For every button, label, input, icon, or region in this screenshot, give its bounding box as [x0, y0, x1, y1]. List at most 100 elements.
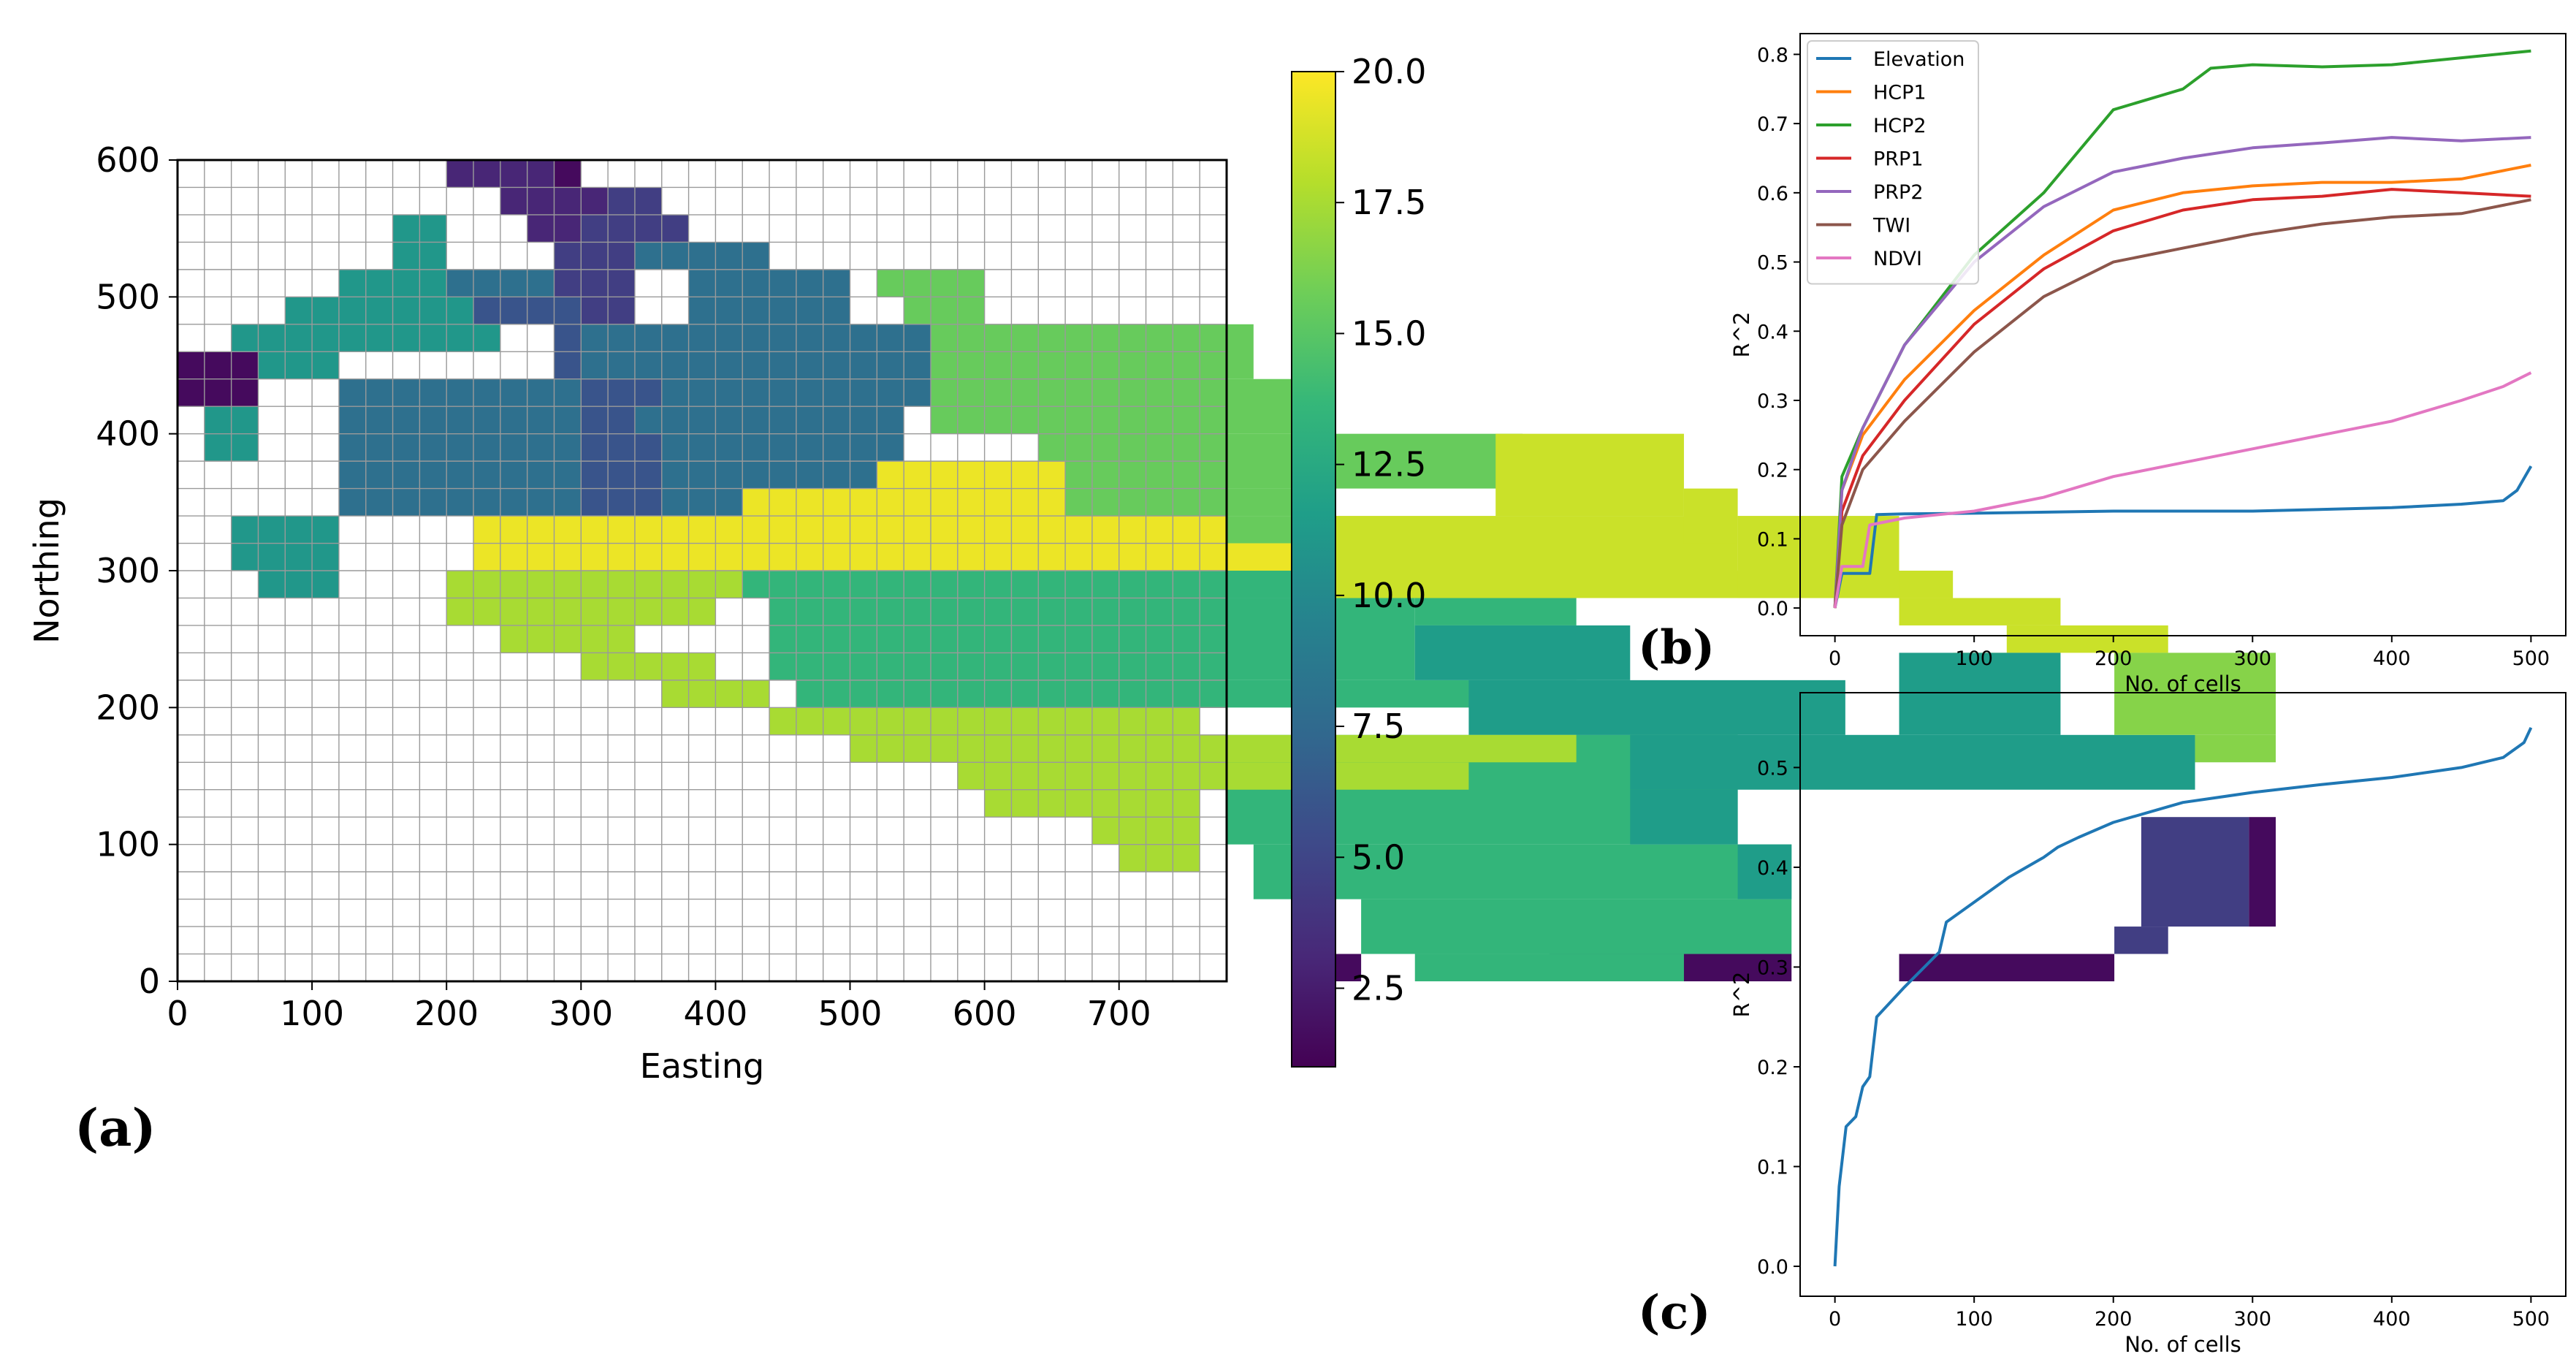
plot-c-ticks: 0 100 200 300 400 500 0.0 0.1 0.2 0.3 0.4 0.5	[1757, 757, 2550, 1331]
heatmap-cell-block-10-0	[1414, 625, 1631, 680]
x-tick-label: 300	[2233, 647, 2271, 670]
heatmap-cell-block-3-4	[258, 351, 339, 379]
legend-entry: NDVI	[1873, 248, 1922, 270]
y-tick-label: 0.3	[1757, 956, 1788, 979]
heatmap-cell-block-5-4	[338, 378, 582, 517]
panel-c-line-chart: 0 100 200 300 400 500 0.0 0.1 0.2 0.3 0.4 0.5 No. o…	[1638, 692, 2567, 1357]
heatmap-cell-block-9-7	[1361, 899, 1792, 954]
x-tick-label: 500	[818, 994, 883, 1033]
series-line-elevation	[1833, 465, 2533, 609]
heatmap-cell-block-1-4	[1899, 954, 2115, 981]
y-tick-label: 300	[96, 551, 160, 590]
series-line-hcp1	[1833, 164, 2531, 609]
legend-entry: TWI	[1872, 215, 1910, 237]
plot-c-x-axis-label: No. of cells	[2125, 1332, 2241, 1357]
y-tick-label: 0.8	[1757, 44, 1788, 66]
x-tick-label: 200	[2095, 647, 2133, 670]
legend-entry: PRP1	[1873, 148, 1924, 171]
x-tick-label: 100	[1955, 647, 1993, 670]
colorbar-tick-label: 10.0	[1352, 576, 1426, 615]
plot-c-y-axis-label: R^2	[1729, 972, 1754, 1018]
y-tick-label: 0.4	[1757, 857, 1788, 880]
x-tick-label: 0	[1829, 1308, 1841, 1331]
x-tick-label: 300	[2233, 1308, 2271, 1331]
heatmap-cell-block-10-3	[1899, 653, 2061, 735]
x-tick-label: 100	[1955, 1308, 1993, 1331]
plot-b-y-axis-label: R^2	[1729, 312, 1754, 358]
heatmap-cell-block-8-3	[1683, 488, 1738, 544]
heatmap-cell-block-11-2	[500, 625, 635, 653]
colorbar: 2.5 5.0 7.5 10.0 12.5 15.0 17.5 20.0	[1291, 52, 1426, 1068]
plot-b-ticks: 0 100 200 300 400 500 0.0 0.1 0.2 0.3 0.4 0.5 0.6 0.7…	[1757, 44, 2550, 670]
heatmap-cell-block-8-2	[1495, 433, 1684, 517]
heatmap-cell-block-9-3	[796, 680, 1577, 708]
series-line-twi	[1833, 198, 2531, 609]
x-tick-label: 0	[1829, 647, 1841, 670]
y-tick-label: 200	[96, 688, 160, 727]
legend-box	[1807, 40, 1979, 285]
x-axis-label: Easting	[640, 1046, 764, 1086]
panel-a-heatmap: 0 100 200 300 400 500 600 700 0 100 200 300 400 500 60…	[27, 52, 2276, 1158]
colorbar-tick-label: 12.5	[1352, 445, 1426, 484]
heatmap-cell-block-12-0	[2114, 653, 2276, 735]
legend-entry: HCP2	[1873, 115, 1927, 137]
y-tick-label: 0.2	[1757, 460, 1788, 482]
panel-label-b: (b)	[1638, 620, 1715, 675]
heatmap-cell-block-10-2	[1630, 734, 2195, 790]
plot-c-frame	[1799, 692, 2567, 1297]
y-tick-label: 0.2	[1757, 1057, 1788, 1079]
heatmap-cell-block-1-0	[554, 160, 582, 188]
colorbar-tick-label: 15.0	[1352, 313, 1426, 353]
x-tick-label: 200	[2095, 1308, 2133, 1331]
heatmap-cell-block-2-5	[2141, 817, 2249, 927]
series-line-prp1	[1833, 188, 2531, 609]
y-tick-label: 100	[96, 825, 160, 864]
colorbar-tick-label: 17.5	[1352, 183, 1426, 222]
y-tick-label: 0.1	[1757, 528, 1788, 551]
y-tick-label: 0.6	[1757, 183, 1788, 205]
plot-c-series	[1833, 726, 2533, 1267]
y-tick-label: 0.0	[1757, 598, 1788, 620]
plot-b-frame	[1799, 33, 2567, 636]
heatmap-cell-block-5-6	[634, 242, 770, 270]
y-tick-label: 0.7	[1757, 113, 1788, 136]
legend-entry: PRP2	[1873, 181, 1924, 204]
heatmap-cell-block-1-2	[1334, 954, 1362, 981]
series-line-ndvi	[1833, 371, 2532, 609]
heatmap-cell-block-11-7	[957, 762, 1469, 790]
heatmap-cell-block-8-6	[2006, 625, 2168, 653]
legend-entry: Elevation	[1873, 48, 1965, 71]
x-tick-label: 300	[549, 994, 613, 1033]
heatmap-cell-block-9-0	[742, 571, 1308, 598]
heatmap-cell-block-10-4	[1630, 789, 1738, 845]
heatmap-cell-block-2-6	[2114, 927, 2168, 954]
panel-b-line-chart: 0 100 200 300 400 500 0.0 0.1 0.2 0.3 0.4 0.5 0.6 0.7…	[1638, 33, 2567, 696]
heatmap-cell-block-12-1	[2195, 734, 2276, 763]
y-tick-label: 400	[96, 414, 160, 454]
y-axis-label: Northing	[27, 498, 66, 644]
x-tick-label: 400	[2373, 647, 2411, 670]
heatmap-cell-block-9-8	[1414, 954, 1684, 981]
y-tick-label: 600	[96, 140, 160, 180]
heatmap-cell-block-11-3	[581, 653, 716, 680]
colorbar-tick-label: 5.0	[1352, 837, 1405, 877]
heatmap-cell-block-9-6	[1253, 844, 1792, 899]
x-tick-label: 0	[167, 994, 188, 1033]
heatmap-cell-block-11-0	[446, 571, 743, 598]
plot-b-series	[1833, 49, 2533, 609]
heatmap-cell-block-10-5	[1737, 844, 1792, 899]
heatmap-ticks: 0 100 200 300 400 500 600 700 0 100 200 300 400 500 60…	[96, 140, 1151, 1033]
x-tick-label: 500	[2512, 1308, 2550, 1331]
heatmap-cell-block-9-2	[1414, 598, 1577, 625]
x-tick-label: 200	[414, 994, 479, 1033]
y-tick-label: 0.3	[1757, 390, 1788, 413]
y-tick-label: 0.5	[1757, 252, 1788, 275]
colorbar-gradient	[1291, 71, 1336, 1068]
heatmap-cell-block-1-5	[2249, 817, 2276, 927]
heatmap-cell-block-11-6	[850, 734, 1577, 763]
y-tick-label: 0.1	[1757, 1157, 1788, 1179]
y-tick-label: 0	[139, 962, 160, 1001]
heatmap-cell-block-3-7	[258, 571, 339, 598]
x-tick-label: 600	[953, 994, 1017, 1033]
